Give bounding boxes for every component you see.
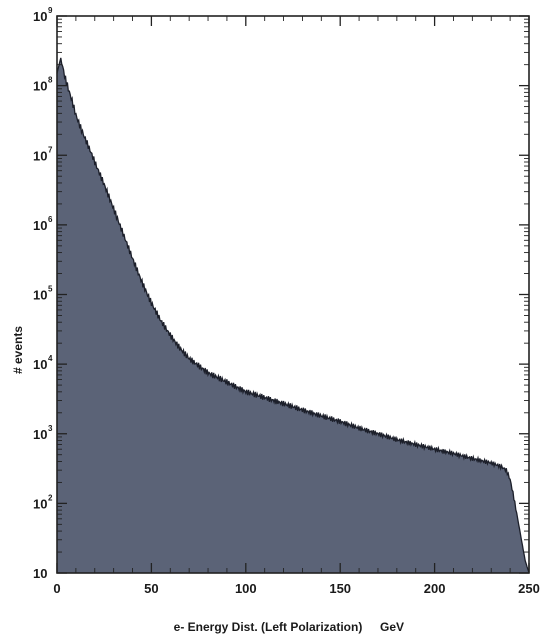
plot-area xyxy=(56,15,530,574)
y-tick-exponent: 8 xyxy=(48,76,53,85)
y-tick-label: 10 xyxy=(33,496,47,511)
x-tick-label: 0 xyxy=(53,581,60,596)
x-axis-label: e- Energy Dist. (Left Polarization) xyxy=(174,620,363,634)
x-tick-label: 150 xyxy=(329,581,351,596)
y-tick-exponent: 6 xyxy=(48,215,53,224)
y-tick-label: 10 xyxy=(33,566,47,581)
x-tick-label: 50 xyxy=(144,581,158,596)
x-tick-label: 250 xyxy=(518,581,540,596)
x-axis-ticks: 0 50 100 150 200 250 xyxy=(53,16,540,596)
y-tick-exponent: 7 xyxy=(48,145,53,154)
y-tick-label: 10 xyxy=(33,148,47,163)
y-tick-exponent: 2 xyxy=(48,493,53,502)
histogram-outline xyxy=(56,57,530,574)
y-tick-exponent: 4 xyxy=(48,354,53,363)
x-tick-label: 200 xyxy=(424,581,446,596)
y-axis-label: # events xyxy=(11,326,25,374)
y-tick-label: 10 xyxy=(33,218,47,233)
y-tick-label: 10 xyxy=(33,79,47,94)
y-tick-label: 10 xyxy=(33,9,47,24)
y-tick-label: 10 xyxy=(33,427,47,442)
x-axis-unit: GeV xyxy=(380,620,404,634)
x-tick-label: 100 xyxy=(235,581,257,596)
y-tick-exponent: 5 xyxy=(48,285,53,294)
y-tick-label: 10 xyxy=(33,357,47,372)
y-tick-exponent: 3 xyxy=(48,424,53,433)
histogram-fill xyxy=(57,57,529,573)
y-tick-label: 10 xyxy=(33,288,47,303)
y-tick-exponent: 9 xyxy=(48,6,53,15)
